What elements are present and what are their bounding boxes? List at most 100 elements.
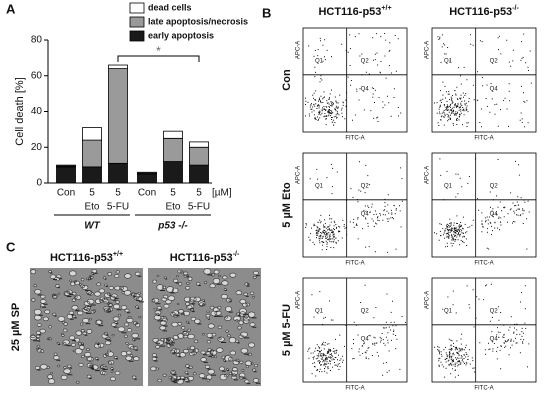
header-name: HCT116-p53 — [50, 252, 113, 264]
panel-label: C — [6, 239, 16, 254]
quadrant-label: Q2 — [361, 308, 370, 314]
y-tick-label: 0 — [36, 178, 42, 189]
legend-label: early apoptosis — [148, 30, 214, 40]
unit-label: [µM] — [212, 188, 232, 199]
significance-bracket — [117, 55, 200, 62]
y-axis-label: APC-A — [296, 41, 302, 59]
legend-swatch — [129, 16, 145, 28]
legend-swatch — [129, 30, 145, 42]
micrograph — [148, 268, 261, 386]
cell-dots — [307, 284, 406, 377]
y-axis-label: APC-A — [425, 291, 431, 309]
panel-label: B — [262, 5, 271, 20]
cell-dots — [434, 158, 530, 250]
group-label: p53 -/- — [157, 221, 188, 232]
micrograph — [29, 268, 144, 386]
legend-label: dead cells — [148, 2, 192, 12]
plot-frame — [431, 152, 537, 258]
bar-segment — [56, 164, 76, 167]
bar-segment — [108, 68, 128, 164]
plot-frame — [431, 277, 537, 383]
bar-segment — [189, 146, 209, 166]
x-axis-label: FITC-A — [474, 136, 493, 142]
quadrant-label: Q1 — [444, 183, 453, 189]
quadrant-label: Q2 — [490, 308, 499, 314]
bar-segment — [108, 64, 128, 70]
quadrant-label: Q2 — [361, 183, 370, 189]
x-tick-label: Con — [57, 188, 75, 199]
column-header: HCT116-p53-/- — [449, 5, 519, 18]
cell-dots — [305, 33, 402, 126]
dot-plot: Q1 Q2 Q4 FITC-A APC-A — [296, 152, 408, 267]
x-axis-label: FITC-A — [345, 261, 364, 267]
x-dose-label: 5 — [115, 188, 121, 199]
quadrant-label: Q2 — [361, 58, 370, 64]
legend-swatch — [129, 2, 145, 14]
cells — [29, 269, 143, 384]
bar-segment — [189, 164, 209, 184]
header-name: HCT116-p53 — [449, 6, 512, 18]
y-tick-label: 20 — [31, 142, 43, 153]
legend-label: late apoptosis/necrosis — [148, 16, 248, 26]
cell-shadows — [33, 272, 144, 380]
y-axis-label: APC-A — [296, 166, 302, 184]
header-sup: +/+ — [113, 251, 123, 258]
x-tick-label: Con — [138, 188, 156, 199]
y-axis-label: APC-A — [425, 41, 431, 59]
quadrant-label: Q4 — [361, 211, 370, 217]
header-sup: +/+ — [381, 5, 391, 12]
bar-segment — [108, 162, 128, 184]
bar-segment — [137, 173, 157, 184]
y-axis-label: Cell death [%] — [14, 77, 26, 145]
quadrant-label: Q2 — [490, 183, 499, 189]
quadrant-label: Q1 — [315, 183, 324, 189]
dot-plot: Q1 Q2 Q4 FITC-A APC-A — [296, 277, 408, 392]
row-label: 5 µM Eto — [281, 182, 293, 228]
quadrant-label: Q1 — [315, 308, 324, 314]
quadrant-label: Q4 — [490, 211, 499, 217]
header-name: HCT116-p53 — [318, 6, 381, 18]
quadrant-label: Q4 — [490, 86, 499, 92]
column-header: HCT116-p53+/+ — [318, 5, 391, 18]
y-axis-label: APC-A — [296, 291, 302, 309]
quadrant-label: Q2 — [490, 58, 499, 64]
column-header: HCT116-p53-/- — [170, 251, 240, 264]
bar-segment — [137, 171, 157, 174]
plot-frame — [302, 277, 408, 383]
significance-label: * — [156, 44, 161, 58]
bar-segment — [82, 166, 102, 184]
quadrant-label: Q4 — [361, 336, 370, 342]
x-axis-label: FITC-A — [474, 386, 493, 392]
bar-segment — [163, 137, 183, 162]
dot-plot: Q1 Q2 Q4 FITC-A APC-A — [425, 152, 537, 267]
row-label: Con — [281, 69, 293, 91]
bar-segment — [82, 139, 102, 168]
dot-plot: Q1 Q2 Q4 FITC-A APC-A — [425, 27, 537, 142]
quadrant-label: Q1 — [444, 308, 453, 314]
y-tick-label: 40 — [31, 106, 43, 117]
cell-dots — [434, 33, 532, 128]
y-tick-label: 80 — [31, 35, 43, 46]
quadrant-label: Q4 — [490, 336, 499, 342]
panel-label: A — [6, 1, 16, 16]
dot-plot: Q1 Q2 Q4 FITC-A APC-A — [296, 27, 408, 142]
cell-dots — [305, 161, 403, 253]
bar-segment — [56, 166, 76, 184]
x-axis-label: FITC-A — [345, 136, 364, 142]
bar-segment — [163, 161, 183, 184]
column-header: HCT116-p53+/+ — [50, 251, 123, 264]
x-tick-label: 5-FU — [107, 202, 129, 213]
header-sup: -/- — [512, 5, 519, 12]
row-label: 5 µM 5-FU — [281, 304, 293, 356]
x-tick-label: 5-FU — [188, 202, 210, 213]
dot-plot: Q1 Q2 Q4 FITC-A APC-A — [425, 277, 537, 392]
bar-segment — [82, 127, 102, 141]
quadrant-label: Q1 — [315, 58, 324, 64]
cell-shadows — [154, 274, 261, 385]
bar-segment — [163, 130, 183, 139]
x-dose-label: 5 — [89, 188, 95, 199]
group-label: WT — [84, 221, 100, 232]
x-axis-label: FITC-A — [474, 261, 493, 267]
x-tick-label: Eto — [165, 202, 180, 213]
